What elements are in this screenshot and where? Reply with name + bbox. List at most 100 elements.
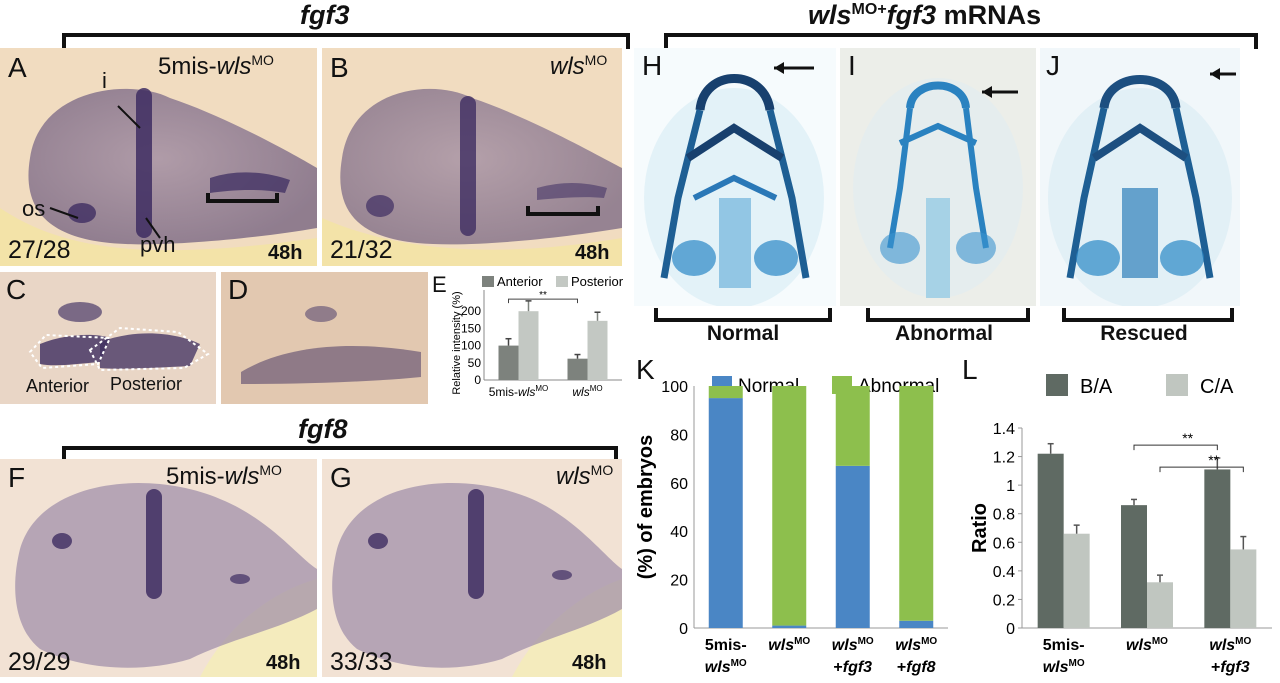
cartilage-j-illustration [1040,48,1240,306]
l-bar [1230,549,1257,628]
panel-b-count: 21/32 [330,236,393,264]
k-category-label-line1: wlsMO [832,636,874,654]
label-os: os [22,196,46,221]
embryo-f-illustration [0,459,317,677]
e-ytick-label: 50 [468,356,482,370]
e-bar [587,320,608,380]
k-bar-segment [835,465,870,628]
chart-l: 0 0.2 0.4 0.6 0.8 1 1.2 1.4 Ratio B/A C/A 5mis-wlsM… [969,374,1272,676]
fgf3-bracket [62,33,630,49]
panel-j-image [1040,48,1240,306]
k-category-label-line1: wlsMO [895,636,937,654]
e-ytick-label: 0 [474,373,481,387]
e-significance-bracket [508,298,578,304]
panel-j-bracket [1062,308,1234,322]
panel-g-count: 33/33 [330,648,393,676]
panel-g-image [322,459,622,677]
k-bar-segment [708,398,743,628]
region-posterior-label: Posterior [110,374,183,394]
fgf3-title: fgf3 [300,0,350,30]
k-ytick-label: 20 [670,573,688,590]
k-category-label-line2: wlsMO [705,658,747,676]
panel-b-stage: 48h [575,242,610,264]
l-bar [1204,469,1231,628]
embryo-b-illustration [322,48,622,266]
e-bar [518,311,539,380]
k-bar-segment [899,386,934,621]
k-bar-segment [708,386,743,399]
e-ytick-label: 200 [461,304,481,318]
l-ytick-label: 0.8 [993,507,1015,524]
l-significance-bracket [1159,466,1244,473]
panel-c-image [0,272,216,404]
panel-a-count: 27/28 [8,236,71,264]
panel-a-stage: 48h [268,242,303,264]
l-category-label-line1: wlsMO [1209,636,1251,654]
panel-j-label: Rescued [1100,322,1188,345]
panel-e-letter: E [432,272,447,297]
l-bar [1121,505,1147,628]
e-ytick-label: 100 [461,339,481,353]
l-legend-swatch [1046,374,1068,396]
l-ytick-label: 0.6 [993,535,1015,552]
k-bar-segment [835,386,870,466]
embryo-a-illustration [0,48,317,266]
l-legend-label: B/A [1080,376,1113,398]
l-significance-bracket [1133,444,1218,451]
k-category-label-line2: +fgf8 [897,659,936,676]
panel-f-letter: F [8,462,26,493]
panel-g-letter: G [330,462,352,493]
panel-f-genotype: 5mis-wlsMO [166,462,282,490]
l-bar [1147,582,1173,628]
panel-i-image [840,48,1036,306]
panel-d-letter: D [228,274,249,305]
cartilage-i-illustration [840,48,1036,306]
panel-f-image [0,459,317,677]
e-ylabel: Relative intensity (%) [451,291,463,394]
fgf8-title: fgf8 [298,414,348,444]
l-ytick-label: 0.4 [993,564,1015,581]
label-pvh: pvh [140,232,176,257]
panel-g-genotype: wlsMO [556,462,614,490]
l-ytick-label: 1.4 [993,421,1015,438]
k-bar-segment [772,386,807,626]
panel-h-label: Normal [706,322,780,345]
k-ytick-label: 80 [670,427,688,444]
k-ytick-label: 100 [661,379,688,396]
l-significance-label: ** [1208,452,1219,468]
panel-h-bracket [654,308,832,322]
k-category-label-line1: wlsMO [768,636,810,654]
panel-b-genotype: wlsMO [550,52,608,80]
panel-c-letter: C [6,274,27,305]
panel-l-letter: L [962,354,978,385]
region-anterior-label: Anterior [26,376,90,396]
k-bar-segment [772,625,807,628]
panel-i-label: Abnormal [894,322,993,345]
panel-i-letter: I [848,50,856,81]
rescue-title: wlsMO+fgf3 mRNAs [808,0,1042,30]
panel-h-letter: H [642,50,663,81]
l-category-label-line1: wlsMO [1126,636,1168,654]
k-ytick-label: 60 [670,476,688,493]
l-ytick-label: 1 [1006,478,1015,495]
panel-a-image [0,48,317,266]
panel-g-stage: 48h [572,652,607,674]
panel-a-genotype: 5mis-wlsMO [158,52,274,80]
panel-j-letter: J [1046,50,1060,81]
k-ytick-label: 40 [670,524,688,541]
e-significance-label: ** [539,290,547,301]
embryo-g-illustration [322,459,622,677]
l-significance-label: ** [1182,430,1193,446]
e-bar [498,345,519,380]
panel-b-image [322,48,622,266]
k-ylabel: (%) of embryos [636,435,657,579]
l-category-label-line1: 5mis- [1043,637,1085,654]
panel-k-letter: K [636,354,655,385]
e-category-label: wlsMO [572,384,602,399]
panel-a-letter: A [8,52,27,83]
panel-i-bracket [866,308,1030,322]
l-legend-label: C/A [1200,376,1234,398]
panel-h-image [634,48,836,306]
